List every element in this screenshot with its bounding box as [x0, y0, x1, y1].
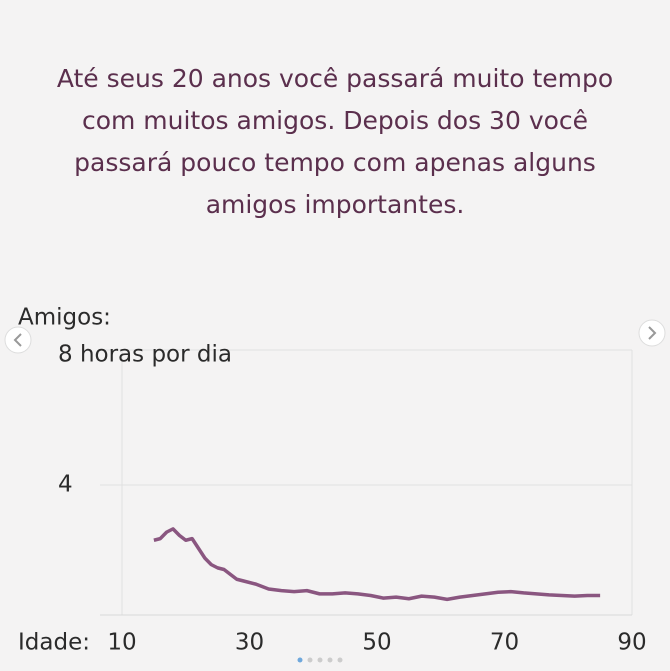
x-axis-label: Idade:	[18, 630, 90, 656]
carousel-dot	[297, 657, 303, 663]
x-tick-label: 70	[490, 630, 519, 656]
x-tick-label: 30	[235, 630, 264, 656]
carousel-dot	[327, 657, 333, 663]
y-tick-label: 8 horas por dia	[58, 342, 232, 368]
carousel-dot	[337, 657, 343, 663]
data-line	[153, 527, 601, 602]
carousel-next[interactable]	[638, 319, 666, 347]
x-tick-label: 90	[617, 630, 646, 656]
carousel-dot	[317, 657, 323, 663]
y-axis-label: Amigos:	[18, 305, 111, 331]
x-tick-label: 10	[107, 630, 136, 656]
y-tick-label: 4	[58, 472, 73, 498]
carousel-dot	[307, 657, 313, 663]
x-tick-label: 50	[362, 630, 391, 656]
chart-title: Até seus 20 anos você passará muito temp…	[56, 64, 614, 219]
carousel-prev[interactable]	[4, 326, 32, 354]
